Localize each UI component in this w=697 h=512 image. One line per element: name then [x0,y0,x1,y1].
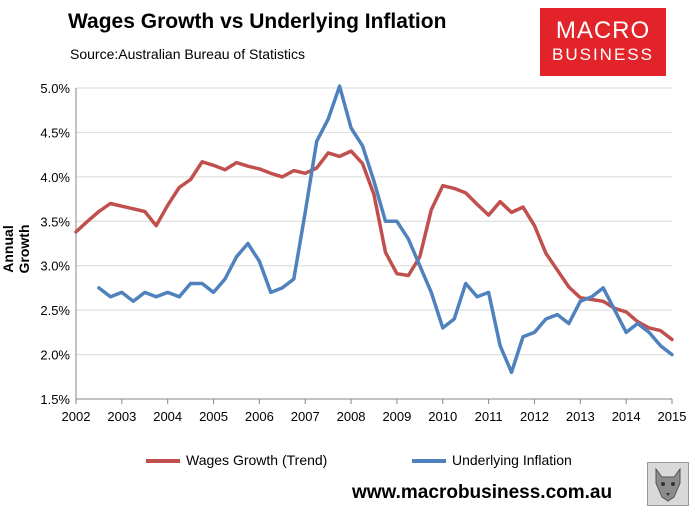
chart-title: Wages Growth vs Underlying Inflation [68,10,447,33]
legend-swatch-wages [146,459,180,464]
x-tick-label: 2011 [475,409,503,424]
y-tick-label: 4.5% [40,125,70,140]
x-tick-label: 2002 [62,409,91,424]
legend-item-inflation: Underlying Inflation [412,452,572,468]
y-tick-label: 1.5% [40,392,70,407]
underlying-inflation-line [97,84,674,375]
legend-label-inflation: Underlying Inflation [452,452,572,468]
x-tick-label: 2007 [291,409,320,424]
x-tick-label: 2013 [566,409,595,424]
y-tick-label: 3.0% [40,259,70,274]
x-tick-label: 2004 [153,409,182,424]
x-tick-label: 2015 [658,409,687,424]
y-tick-label: 2.0% [40,348,70,363]
x-tick-label: 2008 [337,409,366,424]
wages-growth-line [74,149,674,342]
legend-swatch-inflation [412,459,446,464]
website-url: www.macrobusiness.com.au [352,482,613,503]
logo-line2: BUSINESS [552,45,654,64]
legend-item-wages: Wages Growth (Trend) [146,452,327,468]
macrobusiness-logo: MACRO BUSINESS [540,8,666,76]
x-tick-label: 2003 [107,409,136,424]
y-tick-label: 4.0% [40,170,70,185]
y-tick-label: 3.5% [40,214,70,229]
wolf-logo-icon [647,462,689,506]
y-tick-label: 2.5% [40,303,70,318]
x-tick-label: 2009 [382,409,411,424]
chart-source: Source:Australian Bureau of Statistics [70,46,306,62]
legend-label-wages: Wages Growth (Trend) [186,452,328,468]
y-tick-label: 5.0% [40,81,70,96]
x-tick-label: 2010 [428,409,457,424]
x-tick-label: 2005 [199,409,228,424]
logo-line1: MACRO [555,17,651,44]
x-tick-label: 2006 [245,409,274,424]
x-tick-label: 2012 [520,409,549,424]
x-tick-label: 2014 [612,409,641,424]
